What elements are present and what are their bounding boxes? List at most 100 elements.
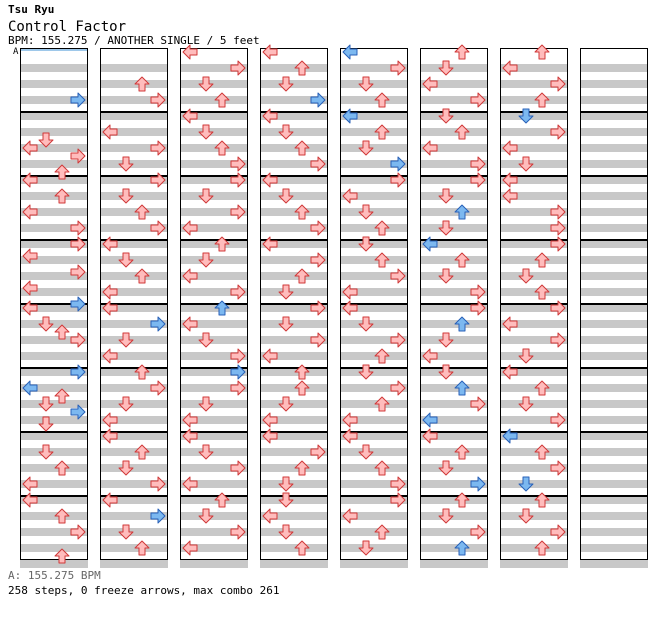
beat-stripe [260, 144, 328, 152]
beat-stripe [420, 512, 488, 520]
arrow-down-icon [438, 220, 454, 236]
arrow-right-icon [230, 348, 246, 364]
beat-stripe [260, 304, 328, 312]
beat-stripe [420, 480, 488, 488]
arrow-right-icon [310, 156, 326, 172]
arrow-right-icon [550, 460, 566, 476]
beat-stripe [580, 192, 648, 200]
arrow-left-icon [502, 188, 518, 204]
beat-stripe [340, 400, 408, 408]
arrow-left-icon [502, 60, 518, 76]
arrow-right-icon [150, 476, 166, 492]
beat-stripe [180, 352, 248, 360]
measure-box [260, 176, 328, 240]
beat-stripe [180, 64, 248, 72]
beat-stripe [420, 96, 488, 104]
measure-box [20, 432, 88, 496]
arrow-down-icon [198, 444, 214, 460]
measure-box [500, 112, 568, 176]
measure-box [500, 176, 568, 240]
beat-stripe [260, 128, 328, 136]
beat-stripe [100, 176, 168, 184]
arrow-up-icon [294, 268, 310, 284]
beat-stripe [180, 384, 248, 392]
beat-stripe [100, 352, 168, 360]
beat-stripe [180, 144, 248, 152]
arrow-right-icon [550, 300, 566, 316]
beat-stripe [500, 528, 568, 536]
arrow-left-icon [182, 44, 198, 60]
arrow-down-icon [358, 540, 374, 556]
beat-stripe [420, 272, 488, 280]
measure-box [420, 176, 488, 240]
arrow-left-icon [22, 476, 38, 492]
arrow-left-icon [22, 492, 38, 508]
beat-stripe [260, 416, 328, 424]
arrow-left-icon [102, 412, 118, 428]
arrow-left-icon [262, 108, 278, 124]
measure-box [20, 240, 88, 304]
arrow-up-icon [454, 44, 470, 60]
beat-stripe [580, 384, 648, 392]
beat-stripe [20, 448, 88, 456]
beat-stripe [260, 256, 328, 264]
beat-stripe [420, 240, 488, 248]
beat-stripe [20, 480, 88, 488]
measure-box [180, 112, 248, 176]
arrow-left-icon [342, 284, 358, 300]
arrow-left-icon [262, 44, 278, 60]
arrow-down-icon [198, 252, 214, 268]
arrow-left-icon [102, 300, 118, 316]
beat-stripe [420, 160, 488, 168]
beat-stripe [420, 304, 488, 312]
arrow-right-icon [310, 92, 326, 108]
beat-stripe [580, 400, 648, 408]
beat-stripe [260, 432, 328, 440]
arrow-up-icon [454, 124, 470, 140]
beat-stripe [260, 160, 328, 168]
arrow-left-icon [342, 108, 358, 124]
beat-stripe [100, 128, 168, 136]
arrow-right-icon [310, 252, 326, 268]
arrow-up-icon [134, 540, 150, 556]
beat-stripe [340, 480, 408, 488]
arrow-right-icon [550, 236, 566, 252]
beat-stripe [500, 464, 568, 472]
beat-stripe [580, 288, 648, 296]
arrow-left-icon [182, 412, 198, 428]
arrow-right-icon [470, 300, 486, 316]
measure-box [180, 496, 248, 560]
arrow-right-icon [70, 332, 86, 348]
beat-stripe [340, 336, 408, 344]
beat-stripe [20, 368, 88, 376]
arrow-up-icon [54, 460, 70, 476]
beat-stripe [500, 400, 568, 408]
measure-box [580, 304, 648, 368]
beat-stripe [500, 144, 568, 152]
beat-stripe [20, 224, 88, 232]
beat-stripe [340, 272, 408, 280]
measure-box [100, 112, 168, 176]
arrow-right-icon [390, 60, 406, 76]
arrow-left-icon [182, 428, 198, 444]
arrow-up-icon [214, 236, 230, 252]
beat-stripe [420, 368, 488, 376]
arrow-down-icon [198, 188, 214, 204]
song-title: Control Factor [8, 19, 127, 35]
beat-stripe [500, 208, 568, 216]
measure-box [340, 304, 408, 368]
beat-stripe [100, 192, 168, 200]
beat-stripe [180, 496, 248, 504]
arrow-left-icon [262, 236, 278, 252]
beat-stripe [180, 480, 248, 488]
arrow-down-icon [198, 76, 214, 92]
arrow-left-icon [342, 44, 358, 60]
arrow-up-icon [534, 380, 550, 396]
arrow-down-icon [278, 188, 294, 204]
arrow-down-icon [518, 108, 534, 124]
beat-stripe [420, 528, 488, 536]
arrow-left-icon [22, 140, 38, 156]
beat-stripe [340, 512, 408, 520]
beat-stripe [260, 560, 328, 568]
arrow-up-icon [454, 252, 470, 268]
